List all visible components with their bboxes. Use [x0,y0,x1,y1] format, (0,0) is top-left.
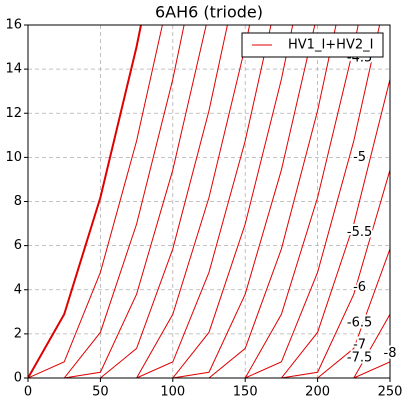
y-tick-label: 4 [14,282,22,297]
curve-label: -5.5 [347,225,372,240]
curve [28,25,359,378]
x-tick-label: 250 [378,385,403,400]
y-tick-label: 8 [14,194,22,209]
curve [28,25,142,378]
curve [28,25,272,378]
chart-title: 6AH6 (triode) [155,3,263,22]
y-tick-label: 16 [5,18,22,33]
legend-box [241,32,384,58]
curve [28,25,294,378]
x-tick-label: 150 [233,385,258,400]
legend: HV1_I+HV2_I [241,32,384,58]
curve [28,79,390,378]
curve-label: -7.5 [347,351,372,366]
curve [28,25,185,378]
curve [28,25,316,378]
plot-lines [28,25,390,378]
legend-label: HV1_I+HV2_I [288,38,373,53]
x-tick-label: 200 [305,385,330,400]
y-tick-label: 2 [14,326,22,341]
curve-label: -8 [384,346,397,361]
curve [28,25,228,378]
curve [28,25,207,378]
curve-label: -7 [353,337,366,352]
curve-label: -6.5 [347,315,372,330]
x-tick-label: 100 [160,385,185,400]
axes: 0 2 4 6 8 10 12 14 16 0 50 100 150 200 250 [5,18,402,400]
curve [28,248,390,378]
curve [28,25,381,378]
y-tick-label: 12 [5,106,22,121]
curve [28,169,390,378]
x-tick-label: 50 [92,385,109,400]
y-tick-label: 0 [14,371,22,386]
curve-label: -5 [353,150,366,165]
curve [28,25,163,378]
y-tick-label: 6 [14,238,22,253]
y-tick-label: 14 [5,62,22,77]
curve [28,25,251,378]
x-tick-label: 0 [24,385,32,400]
curve-label: -6 [353,280,366,295]
y-tick-label: 10 [5,150,22,165]
curve [28,25,337,378]
